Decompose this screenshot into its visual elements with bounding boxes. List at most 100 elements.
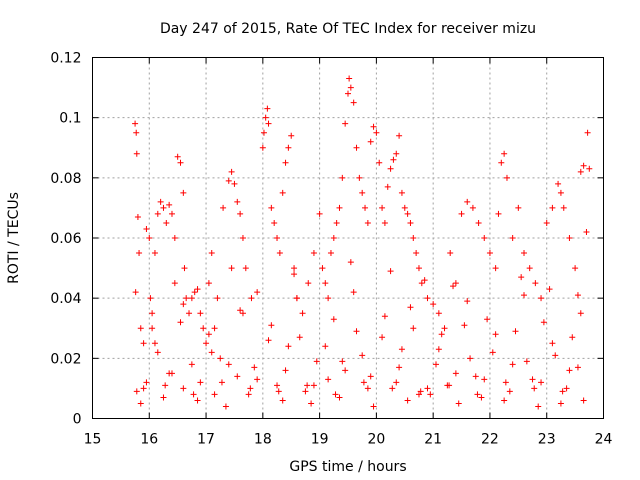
- data-point: [245, 391, 252, 398]
- data-point: [177, 319, 184, 326]
- data-point: [435, 346, 442, 353]
- data-point: [430, 301, 437, 308]
- point-layer: [132, 75, 593, 410]
- data-point: [237, 307, 244, 314]
- y-tick-label: 0.04: [50, 291, 81, 307]
- data-point: [208, 250, 215, 257]
- data-point: [259, 144, 266, 151]
- data-point: [563, 385, 570, 392]
- data-point: [208, 349, 215, 356]
- data-point: [447, 250, 454, 257]
- data-point: [350, 289, 357, 296]
- data-point: [364, 385, 371, 392]
- data-point: [387, 165, 394, 172]
- x-tick-label: 21: [424, 432, 442, 448]
- data-point: [577, 168, 584, 175]
- data-point: [325, 376, 332, 383]
- data-point: [501, 397, 508, 404]
- data-point: [231, 180, 238, 187]
- grid-layer: [92, 57, 604, 419]
- data-point: [560, 204, 567, 211]
- data-point: [274, 382, 281, 389]
- data-point: [200, 325, 207, 332]
- x-tick-label: 19: [311, 432, 329, 448]
- data-point: [521, 250, 528, 257]
- data-point: [379, 204, 386, 211]
- data-point: [555, 180, 562, 187]
- data-point: [190, 391, 197, 398]
- data-point: [532, 280, 539, 287]
- data-point: [339, 358, 346, 365]
- data-point: [346, 75, 353, 82]
- data-point: [305, 280, 312, 287]
- data-point: [279, 189, 286, 196]
- x-tick-label: 20: [367, 432, 385, 448]
- data-point: [557, 189, 564, 196]
- data-point: [194, 397, 201, 404]
- data-point: [330, 316, 337, 323]
- x-axis-label: GPS time / hours: [289, 459, 406, 475]
- data-point: [225, 361, 232, 368]
- data-point: [407, 219, 414, 226]
- data-point: [205, 280, 212, 287]
- data-point: [415, 391, 422, 398]
- data-point: [154, 349, 161, 356]
- data-point: [404, 210, 411, 217]
- data-point: [474, 391, 481, 398]
- data-point: [239, 310, 246, 317]
- data-point: [162, 382, 169, 389]
- data-point: [404, 397, 411, 404]
- data-point: [359, 189, 366, 196]
- data-point: [336, 204, 343, 211]
- data-point: [339, 174, 346, 181]
- data-point: [203, 340, 210, 347]
- data-point: [376, 159, 383, 166]
- data-point: [417, 388, 424, 395]
- data-point: [362, 204, 369, 211]
- data-point: [151, 340, 158, 347]
- data-point: [154, 210, 161, 217]
- data-point: [552, 352, 559, 359]
- data-point: [495, 210, 502, 217]
- data-point: [498, 159, 505, 166]
- data-point: [398, 189, 405, 196]
- data-point: [435, 310, 442, 317]
- data-point: [239, 235, 246, 241]
- data-point: [151, 250, 158, 257]
- data-point: [237, 210, 244, 217]
- data-point: [316, 210, 323, 217]
- data-point: [347, 259, 354, 266]
- data-point: [427, 391, 434, 398]
- data-point: [302, 388, 309, 395]
- data-point: [254, 289, 261, 296]
- data-point: [489, 349, 496, 356]
- data-point: [574, 292, 581, 299]
- data-point: [279, 397, 286, 404]
- data-point: [356, 174, 363, 181]
- data-point: [183, 295, 190, 302]
- data-point: [214, 295, 221, 302]
- data-point: [143, 225, 150, 232]
- data-point: [274, 235, 281, 241]
- data-point: [538, 379, 545, 386]
- data-point: [526, 265, 533, 272]
- data-point: [194, 286, 201, 293]
- data-point: [364, 219, 371, 226]
- data-point: [296, 334, 303, 341]
- data-point: [285, 144, 292, 151]
- data-point: [566, 235, 573, 241]
- data-point: [143, 379, 150, 386]
- data-point: [577, 310, 584, 317]
- data-point: [327, 250, 334, 257]
- data-point: [319, 265, 326, 272]
- data-point: [540, 319, 547, 326]
- data-point: [186, 310, 193, 317]
- data-point: [180, 385, 187, 392]
- data-point: [137, 325, 144, 332]
- data-point: [140, 340, 147, 347]
- data-point: [543, 219, 550, 226]
- data-point: [549, 340, 556, 347]
- data-point: [410, 325, 417, 332]
- data-point: [276, 250, 283, 257]
- data-point: [132, 120, 139, 127]
